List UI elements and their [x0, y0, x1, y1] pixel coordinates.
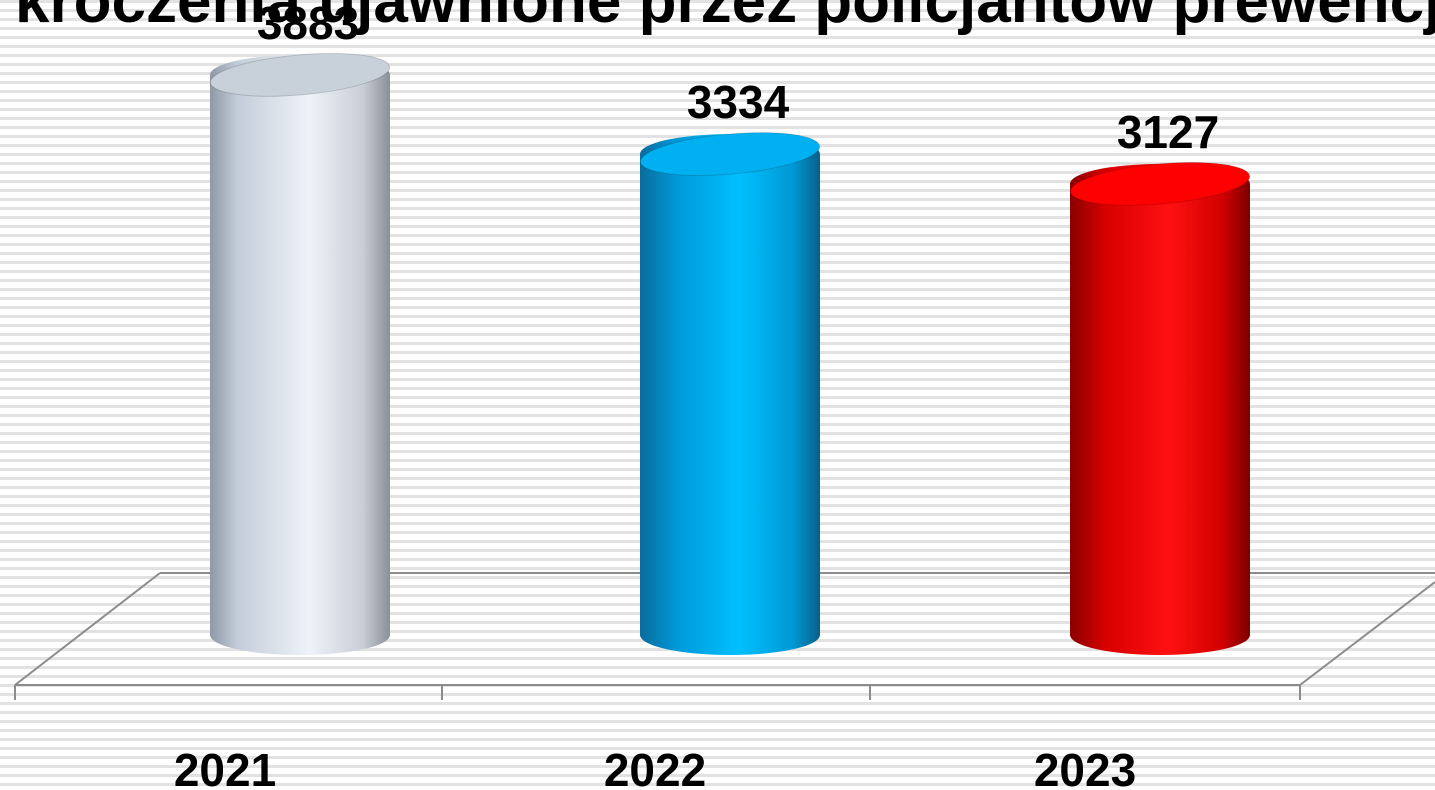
x-tick-label: 2023: [1034, 744, 1136, 790]
value-label: 3127: [1117, 106, 1219, 158]
bar: [640, 134, 820, 655]
bar: [1070, 163, 1250, 655]
bar: [210, 54, 390, 655]
x-tick-label: 2022: [604, 744, 706, 790]
bar-top: [1069, 162, 1251, 206]
chart-title: kroczenia ujawnione przez policjantów pr…: [15, 0, 1435, 36]
bar-top: [209, 52, 391, 97]
value-label: 3883: [257, 0, 359, 49]
floor-side: [14, 572, 161, 686]
value-label: 3334: [687, 76, 790, 128]
bar-top: [639, 132, 821, 176]
x-tick-label: 2021: [174, 744, 276, 790]
floor-side: [1299, 581, 1435, 686]
